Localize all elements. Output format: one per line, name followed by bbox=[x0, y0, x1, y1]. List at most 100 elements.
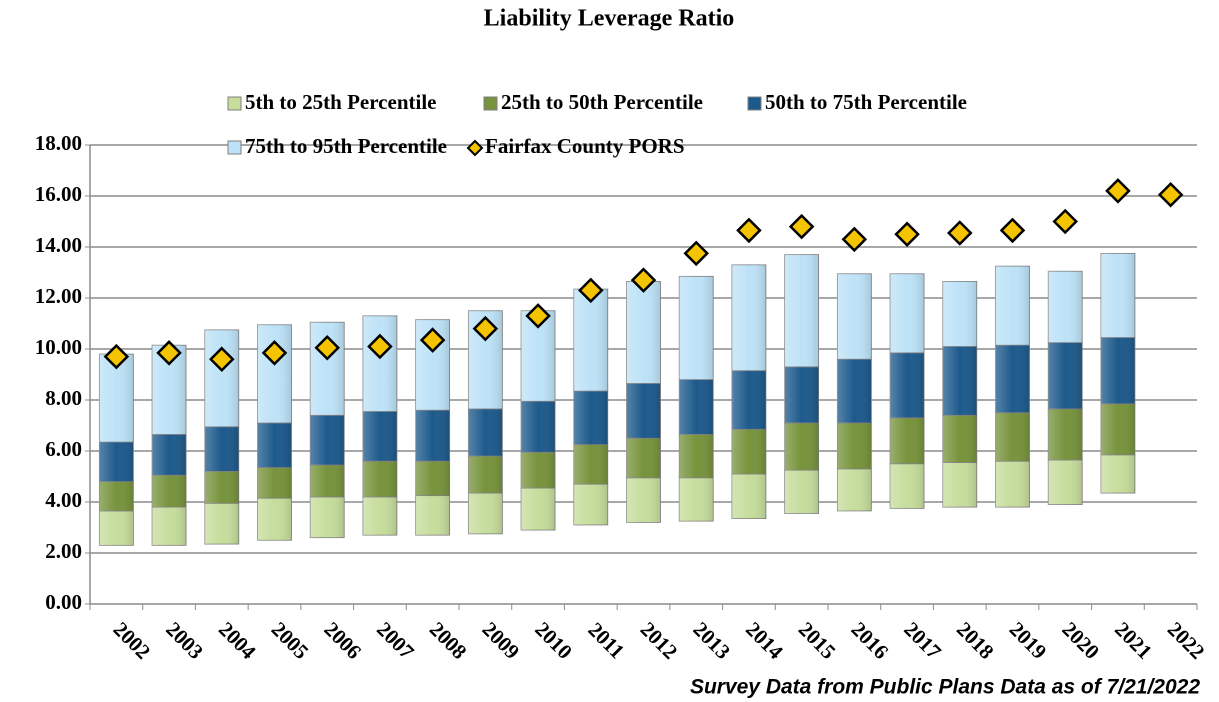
bar-shade bbox=[152, 507, 187, 546]
marker bbox=[525, 303, 551, 329]
bar-base bbox=[785, 513, 819, 604]
bar-shade bbox=[257, 324, 292, 423]
x-tick-label: 2020 bbox=[1057, 617, 1104, 664]
x-tick-label: 2018 bbox=[952, 617, 999, 664]
bar-shade bbox=[521, 452, 556, 488]
bar-shade bbox=[415, 461, 450, 496]
bar-shade bbox=[362, 411, 397, 462]
bar-shade bbox=[942, 346, 977, 416]
bar-shade bbox=[731, 473, 766, 519]
x-tick-label: 2022 bbox=[1163, 617, 1210, 664]
y-tick-label: 4.00 bbox=[45, 488, 82, 512]
bar-shade bbox=[415, 410, 450, 462]
marker bbox=[894, 221, 920, 248]
x-tick-label: 2016 bbox=[847, 617, 894, 664]
bar-shade bbox=[731, 264, 766, 371]
marker bbox=[314, 334, 340, 361]
bar-shade bbox=[257, 498, 292, 541]
bar-shade bbox=[995, 266, 1030, 346]
bar-shade bbox=[626, 281, 661, 384]
bar-shade bbox=[468, 456, 503, 494]
bar-shade bbox=[257, 467, 292, 499]
bar-shade bbox=[679, 477, 714, 522]
bar-shade bbox=[837, 422, 872, 469]
bar-shade bbox=[1100, 337, 1135, 404]
bar-shade bbox=[521, 401, 556, 453]
bar-shade bbox=[995, 461, 1030, 508]
x-tick-label: 2005 bbox=[267, 617, 314, 664]
bar-base bbox=[627, 522, 661, 604]
bar-shade bbox=[784, 470, 819, 514]
legend-label: 25th to 50th Percentile bbox=[501, 90, 703, 114]
bar-shade bbox=[731, 370, 766, 430]
bar-base bbox=[1048, 505, 1082, 604]
bar-shade bbox=[573, 444, 608, 485]
x-tick-label: 2009 bbox=[478, 617, 525, 664]
marker bbox=[209, 346, 235, 372]
marker bbox=[841, 226, 868, 253]
bar-shade bbox=[837, 273, 872, 360]
bar-shade bbox=[99, 481, 134, 511]
bar-shade bbox=[1048, 459, 1083, 505]
bar-base bbox=[468, 534, 502, 604]
bar-shade bbox=[152, 434, 187, 476]
x-tick-label: 2004 bbox=[214, 617, 261, 664]
bar-base bbox=[890, 508, 924, 604]
bar-shade bbox=[679, 379, 714, 435]
x-tick-label: 2006 bbox=[319, 617, 366, 664]
bar-shade bbox=[415, 495, 450, 536]
bar-base bbox=[996, 507, 1030, 604]
bar-shade bbox=[890, 352, 925, 418]
bar-shade bbox=[362, 496, 397, 536]
bar-base bbox=[574, 525, 608, 604]
marker bbox=[1052, 208, 1078, 235]
marker bbox=[472, 315, 499, 342]
bar-shade bbox=[784, 366, 819, 423]
bar-base bbox=[521, 530, 555, 604]
marker bbox=[1105, 178, 1131, 204]
bar-shade bbox=[626, 477, 661, 523]
bar-shade bbox=[152, 475, 187, 508]
bar-shade bbox=[890, 417, 925, 464]
bar-base bbox=[837, 511, 871, 604]
bar-shade bbox=[468, 493, 503, 534]
chart-title: Liability Leverage Ratio bbox=[484, 6, 735, 32]
bar-shade bbox=[99, 442, 134, 482]
legend-label: 5th to 25th Percentile bbox=[245, 90, 436, 114]
x-tick-label: 2012 bbox=[636, 617, 683, 664]
bar-shade bbox=[784, 422, 819, 471]
bar-shade bbox=[837, 359, 872, 423]
bar-shade bbox=[362, 315, 397, 412]
bar-shade bbox=[204, 329, 239, 427]
bar-shade bbox=[204, 426, 239, 472]
marker bbox=[788, 213, 815, 240]
x-tick-label: 2013 bbox=[688, 617, 735, 664]
bar-base bbox=[732, 519, 766, 604]
y-tick-label: 14.00 bbox=[35, 233, 82, 257]
x-tick-label: 2015 bbox=[794, 617, 841, 664]
bar-shade bbox=[468, 408, 503, 457]
legend-swatch bbox=[227, 140, 242, 155]
bar-base bbox=[363, 535, 397, 604]
marker bbox=[103, 343, 130, 370]
bar-shade bbox=[942, 415, 977, 463]
bar-shade bbox=[1100, 403, 1135, 455]
bar-shade bbox=[942, 281, 977, 347]
legend-swatch bbox=[227, 96, 242, 111]
legend-swatch bbox=[747, 96, 762, 111]
bar-shade bbox=[679, 434, 714, 478]
y-tick-label: 18.00 bbox=[35, 131, 82, 155]
x-tick-label: 2008 bbox=[425, 617, 472, 664]
legend-marker bbox=[466, 139, 484, 157]
bar-shade bbox=[362, 461, 397, 497]
marker bbox=[947, 220, 973, 246]
bar-shade bbox=[731, 429, 766, 474]
bar-shade bbox=[573, 391, 608, 445]
bar-base bbox=[416, 535, 450, 604]
bar-shade bbox=[204, 471, 239, 504]
bar-shade bbox=[310, 415, 345, 466]
bar-shade bbox=[890, 273, 925, 353]
legend-swatch bbox=[483, 96, 498, 111]
bar-base bbox=[152, 545, 186, 604]
